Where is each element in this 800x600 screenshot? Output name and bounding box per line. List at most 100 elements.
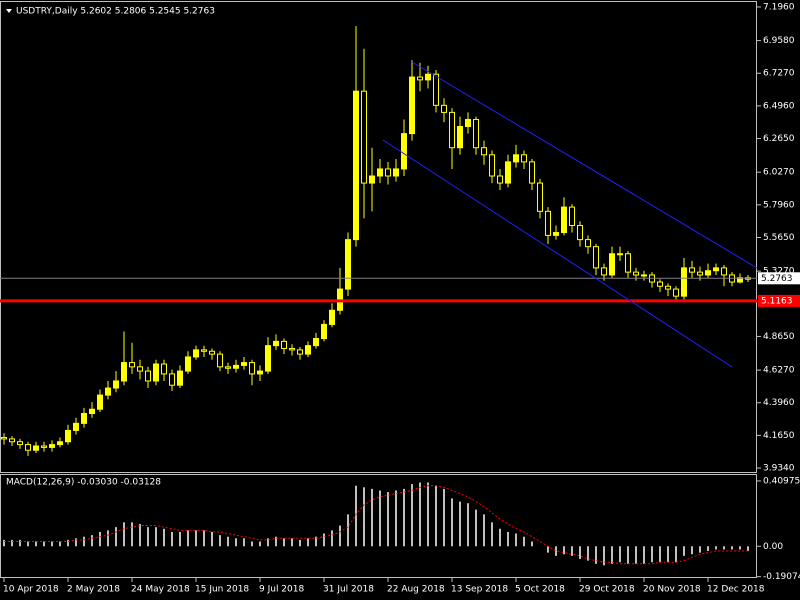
candle-body [609,253,615,276]
candle-body [385,168,391,177]
candle-body [193,349,199,358]
y-tick-label: 0.40975 [763,476,800,486]
x-tick-label: 2 May 2018 [67,585,120,595]
candle-body [513,154,519,163]
y-tick-label: 6.0270 [763,168,795,178]
macd-frame [0,474,757,578]
candle-body [553,232,559,236]
candle-body [145,370,151,382]
candle-body [321,323,327,340]
y-tick-label: 6.7270 [763,69,795,79]
candle-body [49,444,55,448]
menu-arrow[interactable] [6,9,12,13]
candle-body [401,133,407,170]
candle-body [625,253,631,273]
candle-body [601,267,607,276]
candle-body [153,363,159,382]
candle-body [297,349,303,355]
y-tick-label: 6.2650 [763,134,795,144]
candle-body [209,350,215,355]
level-box [758,294,800,307]
candle-body [409,76,415,135]
candle-body [121,362,127,382]
x-tick-label: 24 May 2018 [131,585,190,595]
x-tick-label: 13 Sep 2018 [451,585,508,595]
candle-body [449,111,455,149]
candle-body [689,267,695,273]
candle-body [169,373,175,386]
candle-body [633,271,639,276]
level-label: 5.1163 [761,296,793,306]
x-tick-label: 12 Dec 2018 [707,585,765,595]
candle-body [249,362,255,375]
y-tick-label: 6.4960 [763,101,795,111]
candle-body [73,422,79,431]
candle-body [305,345,311,355]
candle-body [641,274,647,277]
candle-body [17,441,23,446]
candle-body [201,349,207,352]
candle-body [577,224,583,241]
candle-body [481,147,487,156]
candle-body [473,118,479,149]
candle-body [313,338,319,347]
macd-title: MACD(12,26,9) -0.03030 -0.03128 [6,478,161,488]
y-tick-label: 4.3960 [763,398,795,408]
x-tick-label: 22 Aug 2018 [387,585,445,595]
candle-body [65,429,71,443]
candle-body [97,394,103,410]
y-tick-label: 4.6270 [763,366,795,376]
candle-body [505,161,511,184]
signal-line [4,485,748,565]
candle-body [425,73,431,81]
y-tick-label: 5.3270 [763,267,795,277]
candle-body [329,309,335,325]
candle-body [441,104,447,113]
candle-body [697,271,703,276]
x-tick-label: 5 Oct 2018 [515,585,565,595]
candle-body [457,126,463,149]
y-tick-label: 0.00 [763,542,783,552]
x-tick-label: 29 Oct 2018 [579,585,635,595]
current-price-label: 5.2763 [761,274,793,284]
candle-body [369,175,375,184]
candle-body [585,239,591,248]
candle-body [225,366,231,369]
candle-body [57,441,63,446]
candle-body [113,380,119,389]
candle-body [569,206,575,226]
candle-body [465,118,471,128]
candle-body [713,267,719,272]
candle-body [393,168,399,177]
y-tick-label: 6.9580 [763,36,795,46]
candle-body [33,445,39,451]
candle-body [377,168,383,177]
candle-body [257,370,263,375]
candle-body [433,73,439,106]
candle-body [721,267,727,276]
candle-body [489,154,495,177]
candle-body [129,362,135,368]
candle-body [25,444,31,451]
candle-body [273,340,279,347]
main-frame [0,1,757,473]
chart-title: USDTRY,Daily 5.2602 5.2806 5.2545 5.2763 [16,7,215,17]
y-tick-label: 4.1650 [763,431,795,441]
channel-lower [382,139,733,368]
candle-body [281,340,287,349]
candle-body [617,253,623,256]
candle-body [361,90,367,184]
candle-body [665,285,671,290]
candle-body [537,182,543,212]
candle-body [161,363,167,375]
candle-body [353,90,359,241]
candle-body [521,154,527,163]
current-price-box [758,272,800,285]
candle-body [41,445,47,448]
y-tick-label: 4.8650 [763,332,795,342]
candle-body [529,161,535,184]
channel-upper [411,61,758,269]
candle-body [289,347,295,351]
